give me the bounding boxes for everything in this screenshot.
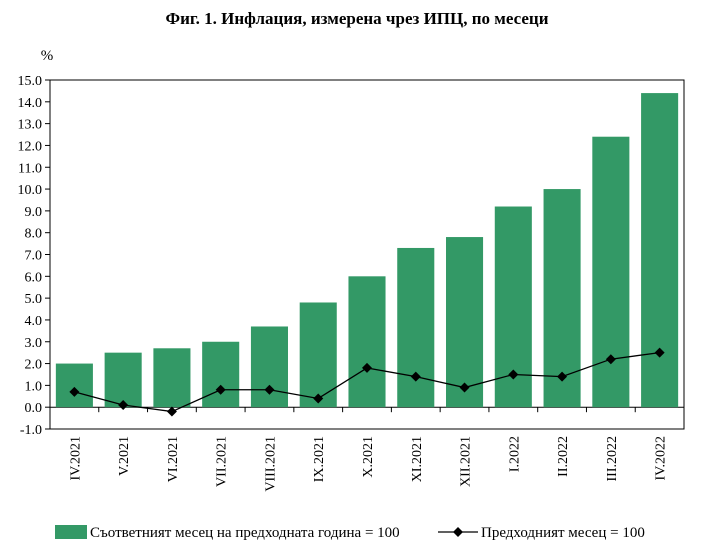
y-tick-label: 10.0 (18, 183, 43, 198)
bar (641, 93, 679, 408)
x-tick-label: III.2022 (605, 436, 620, 482)
chart-axes: -1.0 0.0 1.0 2.0 3.0 4.0 5.0 6.0 7.0 8.0 9.0 10.0 11… (18, 74, 685, 492)
bar (348, 276, 386, 408)
line-point-marker (166, 406, 177, 417)
legend: Съответният месец на предходната година … (55, 525, 645, 541)
x-tick-label: IX.2021 (312, 436, 327, 482)
bar (446, 237, 484, 408)
y-tick-label: 8.0 (25, 227, 43, 242)
line-point-marker (362, 362, 372, 373)
x-tick-label: VI.2021 (166, 436, 181, 482)
y-tick-label: 0.0 (25, 401, 43, 416)
y-tick-label: 5.0 (25, 292, 43, 307)
y-axis-unit-label: % (41, 48, 54, 64)
bar (250, 326, 288, 408)
x-tick-label: VIII.2021 (263, 436, 278, 492)
x-tick-label: V.2021 (117, 436, 132, 476)
chart-title: Фиг. 1. Инфлация, измерена чрез ИПЦ, по … (165, 9, 549, 28)
y-tick-label: 13.0 (18, 118, 43, 133)
bar (299, 302, 337, 408)
line-point-marker (459, 382, 470, 393)
legend-label-bars: Съответният месец на предходната година … (90, 525, 400, 541)
y-tick-label: -1.0 (20, 423, 42, 438)
y-tick-label: 1.0 (25, 379, 43, 394)
line-point-marker (557, 371, 568, 382)
legend-swatch-bars (55, 525, 87, 539)
line-point-marker (410, 371, 421, 382)
line-point-marker (605, 354, 616, 365)
bar (397, 247, 435, 408)
x-tick-label: II.2022 (556, 436, 571, 477)
y-tick-label: 11.0 (18, 161, 42, 176)
bar (543, 189, 581, 408)
y-tick-label: 14.0 (18, 96, 43, 111)
y-tick-label: 4.0 (25, 314, 43, 329)
x-tick-label: X.2021 (361, 436, 376, 478)
line-point-marker (654, 347, 665, 358)
line-point-marker (264, 384, 275, 395)
legend-label-line: Предходният месец = 100 (481, 525, 645, 541)
bar (55, 363, 93, 408)
line-point-marker (118, 400, 129, 411)
line-point-marker (508, 369, 519, 380)
x-tick-label: I.2022 (507, 436, 522, 472)
x-tick-label: IV.2021 (68, 436, 83, 480)
bar (202, 341, 240, 408)
y-tick-label: 9.0 (25, 205, 43, 220)
x-tick-label: XII.2021 (459, 436, 474, 487)
legend-marker-diamond (453, 527, 463, 537)
line-point-marker (215, 384, 226, 395)
y-tick-label: 7.0 (25, 249, 43, 264)
x-tick-label: XI.2021 (410, 436, 425, 482)
y-tick-label: 12.0 (18, 139, 43, 154)
x-tick-label: IV.2022 (654, 436, 669, 480)
line-point-marker (69, 386, 80, 397)
y-tick-label: 3.0 (25, 336, 43, 351)
y-tick-label: 6.0 (25, 270, 43, 285)
bar-series (55, 93, 679, 408)
bar (153, 348, 191, 408)
line-series (69, 347, 665, 417)
bar (592, 136, 630, 408)
y-tick-label: 2.0 (25, 358, 43, 373)
line-point-marker (313, 393, 324, 404)
y-tick-label: 15.0 (18, 74, 43, 89)
x-tick-label: VII.2021 (215, 436, 230, 487)
bar (104, 352, 142, 408)
